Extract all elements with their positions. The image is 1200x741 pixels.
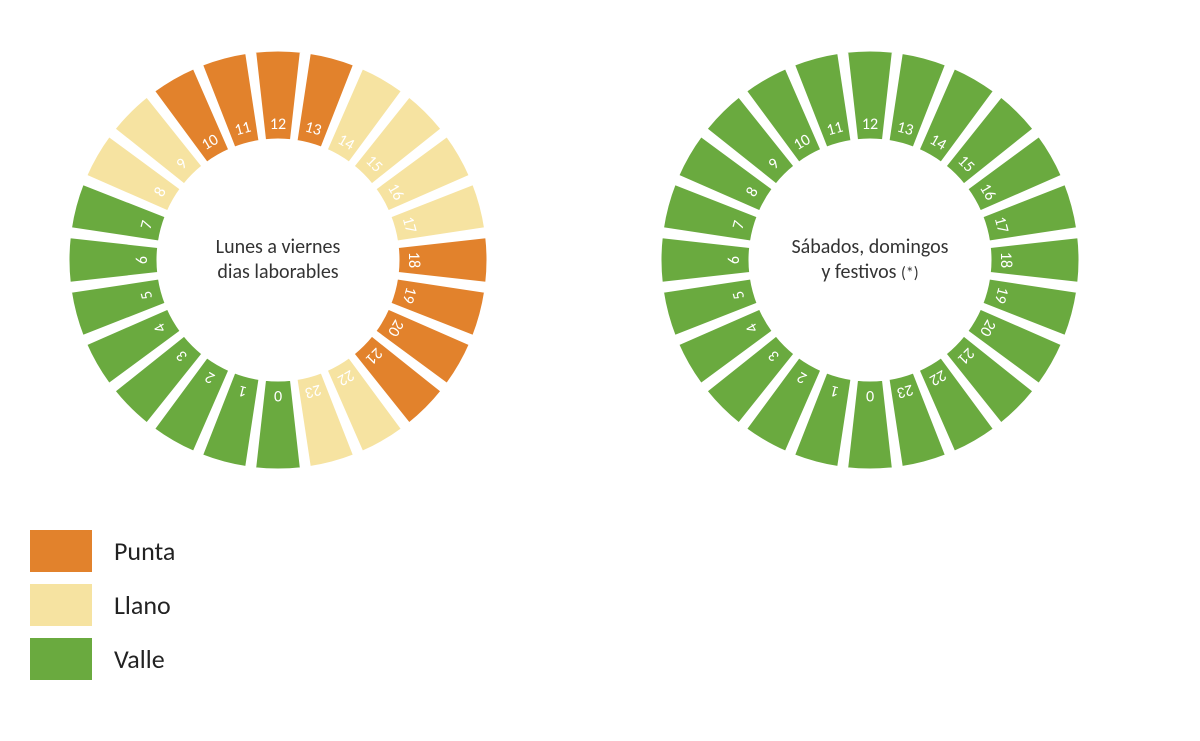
legend-row-punta: Punta: [30, 530, 175, 572]
hour-segment-6: [660, 237, 751, 284]
hour-segment-18: [397, 237, 488, 284]
legend-swatch-llano: [30, 584, 92, 626]
legend: Punta Llano Valle: [30, 530, 175, 692]
hour-segment-18: [989, 237, 1080, 284]
hour-segment-0: [847, 379, 894, 470]
legend-row-llano: Llano: [30, 584, 175, 626]
weekend-donut-svg: 01234567891011121314151617181920212223: [650, 40, 1090, 480]
hour-segment-0: [255, 379, 302, 470]
weekend-donut: 01234567891011121314151617181920212223 S…: [650, 40, 1090, 480]
weekday-donut-svg: 01234567891011121314151617181920212223: [58, 40, 498, 480]
weekday-donut: 01234567891011121314151617181920212223 L…: [58, 40, 498, 480]
legend-label-punta: Punta: [114, 535, 175, 567]
legend-label-llano: Llano: [114, 589, 171, 621]
hour-segment-12: [847, 50, 894, 141]
hour-segment-12: [255, 50, 302, 141]
hour-segment-6: [68, 237, 159, 284]
legend-swatch-valle: [30, 638, 92, 680]
legend-swatch-punta: [30, 530, 92, 572]
legend-label-valle: Valle: [114, 643, 165, 675]
legend-row-valle: Valle: [30, 638, 175, 680]
